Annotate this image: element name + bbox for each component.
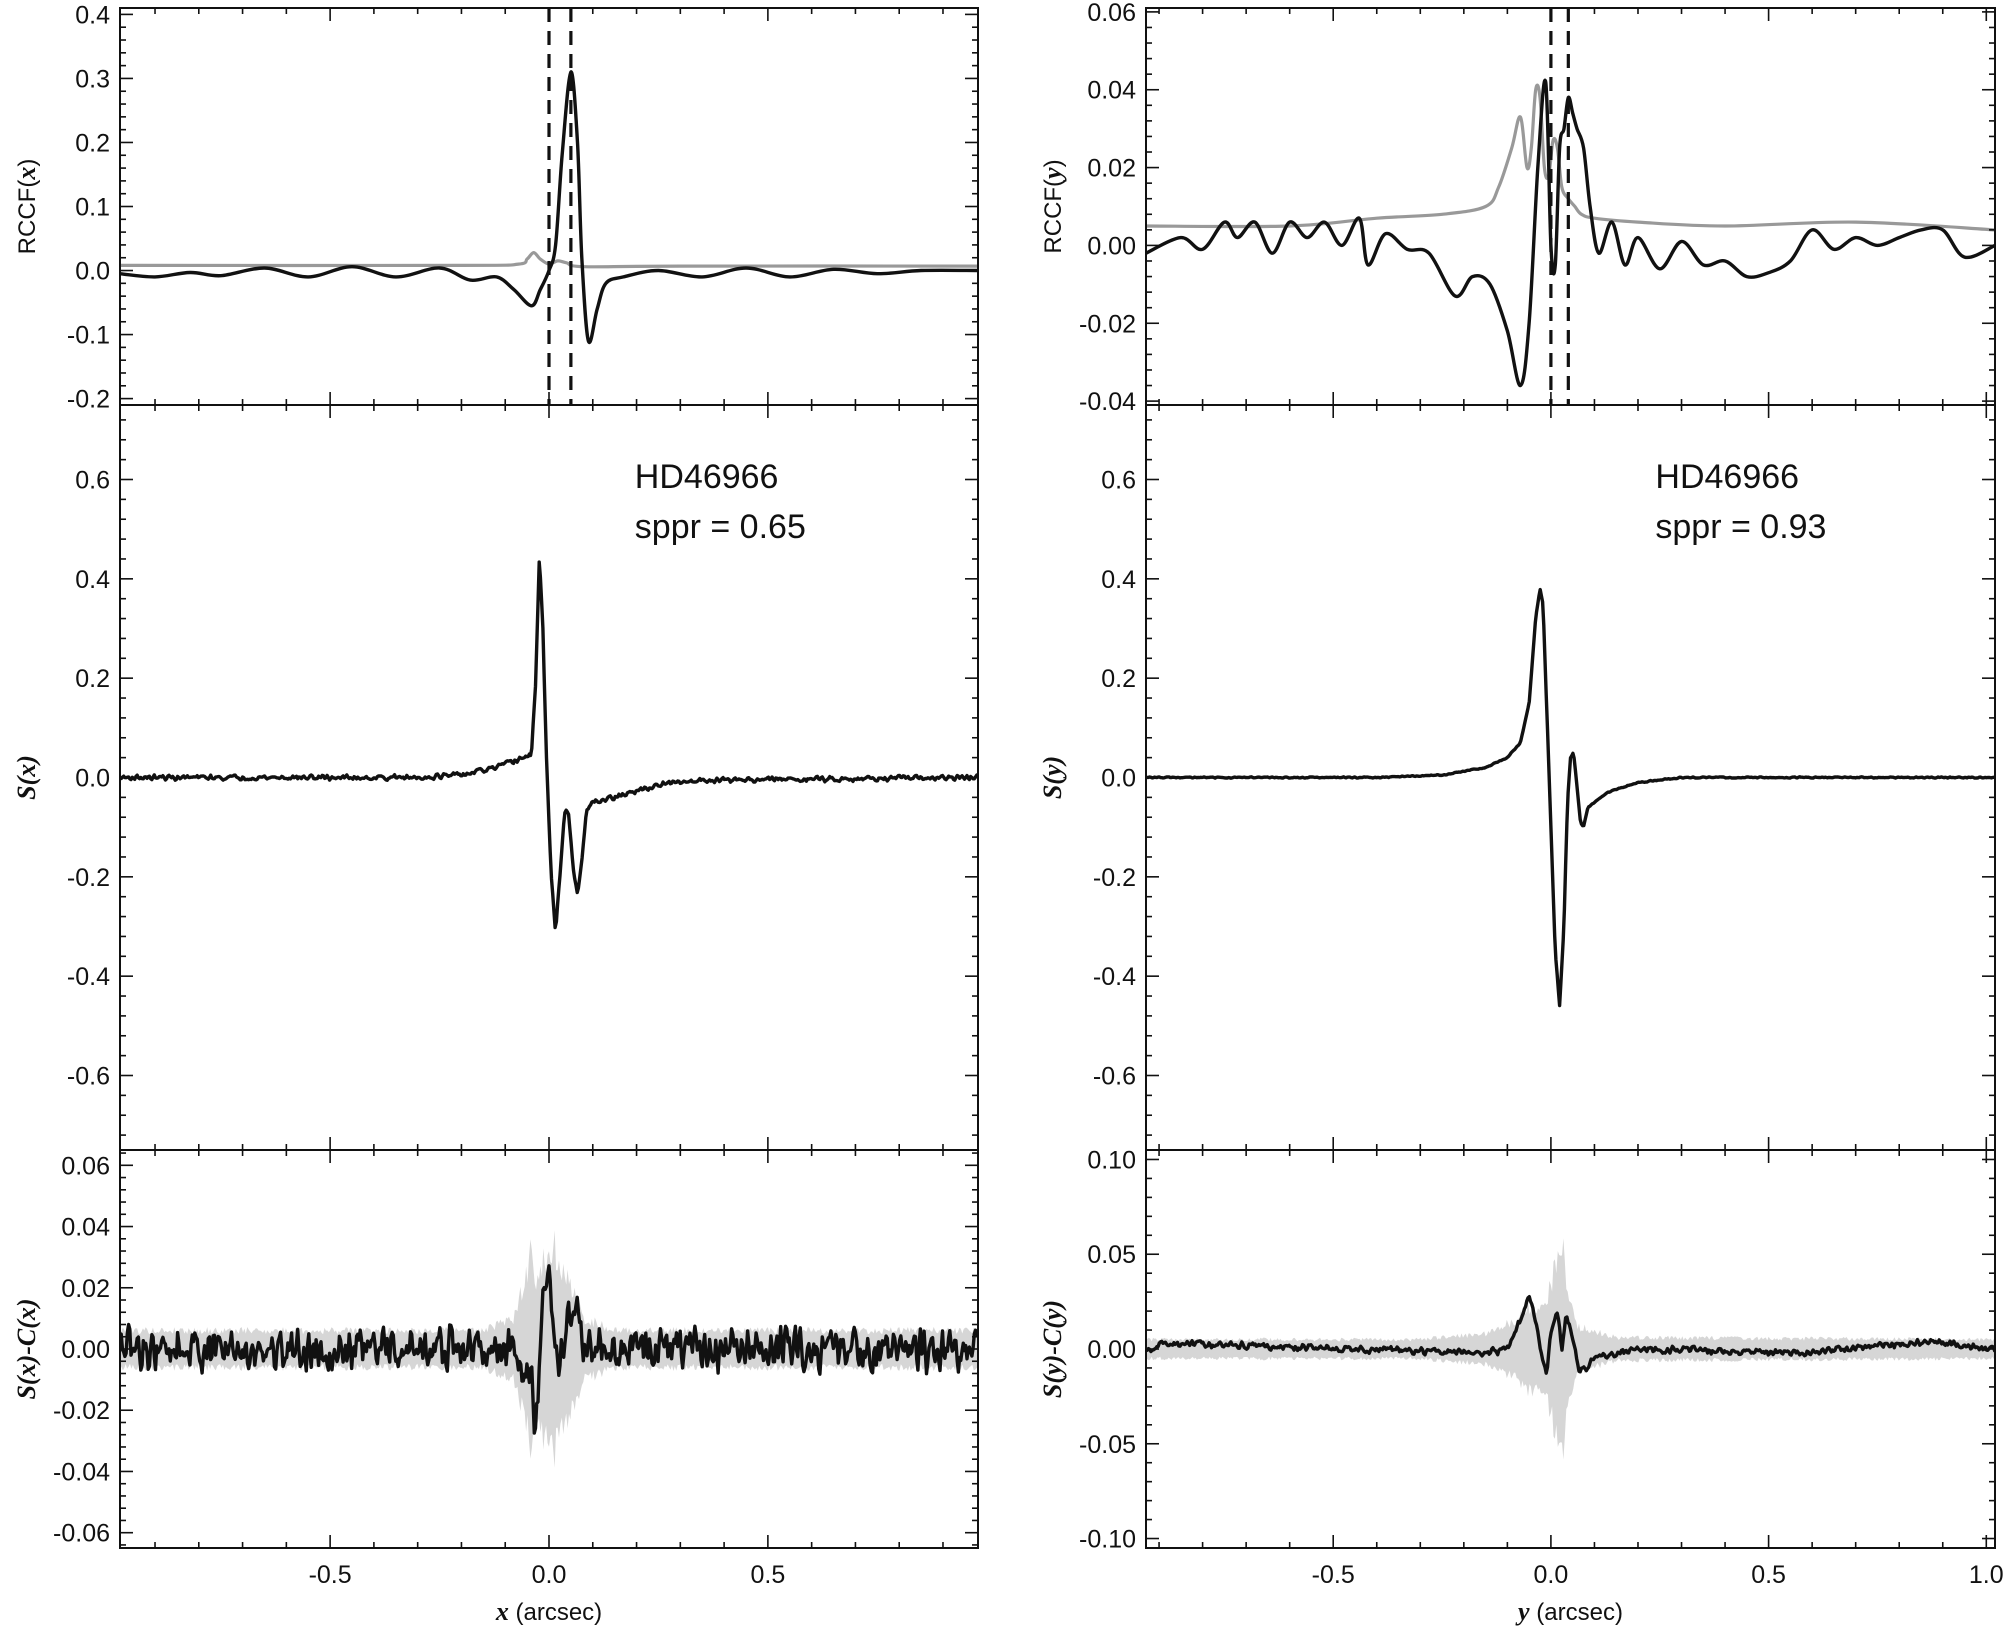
- right-bottom-panel: -0.10 -0.05 0.00 0.05 0.10 -0.5 0.0 0.5 1.0 S(y)-…: [1038, 1146, 2004, 1626]
- plot-area: [120, 560, 978, 930]
- x-tick-label: 0.5: [1751, 1561, 1786, 1589]
- star-name-label: HD46966: [1655, 458, 1799, 496]
- y-axis-title: RCCF(y): [1038, 159, 1067, 253]
- y-tick-label: 0.02: [61, 1275, 110, 1303]
- sppr-label: sppr = 0.65: [635, 508, 806, 546]
- y-tick-label: -0.02: [1079, 310, 1136, 338]
- y-tick-label: -0.2: [67, 864, 110, 892]
- x-axis-title: y (arcsec): [1515, 1597, 1623, 1626]
- y-axis-title: S(x)-C(x): [12, 1298, 41, 1399]
- axes-frame: [1145, 7, 1996, 406]
- y-tick-label: 0.4: [75, 566, 110, 594]
- series-line-1: [1146, 1295, 1995, 1375]
- left-top-panel: -0.2 -0.1 0.0 0.1 0.2 0.3 0.4 RCCF(x): [12, 1, 979, 414]
- y-tick-label: -0.4: [1093, 963, 1136, 991]
- y-tick-label: 0.0: [1101, 765, 1136, 793]
- plot-area: [120, 1230, 978, 1468]
- series-line-2: [1146, 78, 1995, 388]
- series-line-1: [1146, 83, 1995, 232]
- y-tick-label: 0.00: [61, 1336, 110, 1364]
- x-tick-label: 0.0: [532, 1561, 567, 1589]
- y-tick-label: 0.3: [75, 65, 110, 93]
- y-axis-title: S(y)-C(y): [1038, 1300, 1067, 1398]
- y-tick-label: 0.00: [1087, 1336, 1136, 1364]
- x-tick-label: 0.5: [750, 1561, 785, 1589]
- series-line-2: [120, 70, 978, 345]
- y-tick-label: 0.06: [61, 1152, 110, 1180]
- y-tick-label: -0.04: [53, 1458, 110, 1486]
- x-axis-title: x (arcsec): [495, 1597, 602, 1626]
- y-tick-label: 0.05: [1087, 1241, 1136, 1269]
- y-axis-title: S(x): [12, 755, 41, 800]
- y-tick-label: -0.04: [1079, 388, 1136, 416]
- y-tick-label: 0.06: [1087, 0, 1136, 27]
- sppr-label: sppr = 0.93: [1655, 508, 1826, 546]
- y-tick-label: 0.2: [1101, 665, 1136, 693]
- y-tick-label: 0.02: [1087, 155, 1136, 183]
- y-tick-label: 0.00: [1087, 232, 1136, 260]
- series-line-1: [120, 1264, 978, 1435]
- x-tick-label: 0.0: [1534, 1561, 1569, 1589]
- y-axis-title: S(y): [1038, 756, 1067, 799]
- y-axis-title: RCCF(x): [12, 159, 41, 255]
- x-tick-label: -0.5: [1312, 1561, 1355, 1589]
- series-line-1: [120, 560, 978, 930]
- uncertainty-band: [120, 1230, 978, 1468]
- x-tick-label: 1.0: [1969, 1561, 2004, 1589]
- y-tick-label: -0.2: [67, 386, 110, 414]
- x-tick-label: -0.5: [309, 1561, 352, 1589]
- plot-area: [1146, 1238, 1995, 1460]
- y-tick-label: -0.6: [67, 1063, 110, 1091]
- y-tick-label: 0.1: [75, 194, 110, 222]
- y-tick-label: -0.6: [1093, 1063, 1136, 1091]
- y-tick-label: 0.0: [75, 258, 110, 286]
- y-tick-label: -0.4: [67, 963, 110, 991]
- star-name-label: HD46966: [635, 458, 779, 496]
- series-line-1: [120, 251, 978, 269]
- uncertainty-band: [1146, 1238, 1995, 1460]
- y-tick-label: -0.05: [1079, 1431, 1136, 1459]
- series-line-1: [1146, 587, 1995, 1008]
- y-tick-label: -0.06: [53, 1520, 110, 1548]
- y-tick-label: 0.2: [75, 129, 110, 157]
- plot-area: [120, 70, 978, 345]
- axes-frame: [119, 404, 979, 1151]
- left-middle-panel: -0.6 -0.4 -0.2 0.0 0.2 0.4 0.6 S(x) HD46966 sppr …: [12, 404, 979, 1151]
- plot-area: [1146, 587, 1995, 1008]
- y-tick-label: 0.0: [75, 765, 110, 793]
- y-tick-label: 0.6: [1101, 467, 1136, 495]
- y-tick-label: -0.1: [67, 322, 110, 350]
- y-tick-label: -0.10: [1079, 1526, 1136, 1554]
- y-tick-label: 0.2: [75, 665, 110, 693]
- right-top-panel: -0.04 -0.02 0.00 0.02 0.04 0.06 RCCF(y): [1038, 0, 1996, 416]
- y-tick-label: 0.10: [1087, 1146, 1136, 1174]
- plot-area: [1146, 78, 1995, 388]
- y-tick-label: 0.04: [1087, 77, 1136, 105]
- y-tick-label: -0.02: [53, 1397, 110, 1425]
- y-tick-label: 0.4: [1101, 566, 1136, 594]
- y-tick-label: 0.4: [75, 1, 110, 29]
- y-tick-label: 0.6: [75, 467, 110, 495]
- right-middle-panel: -0.6 -0.4 -0.2 0.0 0.2 0.4 0.6 S(y) HD46966 sppr …: [1038, 404, 1996, 1151]
- y-tick-label: -0.2: [1093, 864, 1136, 892]
- y-tick-label: 0.04: [61, 1214, 110, 1242]
- left-bottom-panel: -0.06 -0.04 -0.02 0.00 0.02 0.04 0.06 -0.5 0.0 0.…: [12, 1149, 979, 1626]
